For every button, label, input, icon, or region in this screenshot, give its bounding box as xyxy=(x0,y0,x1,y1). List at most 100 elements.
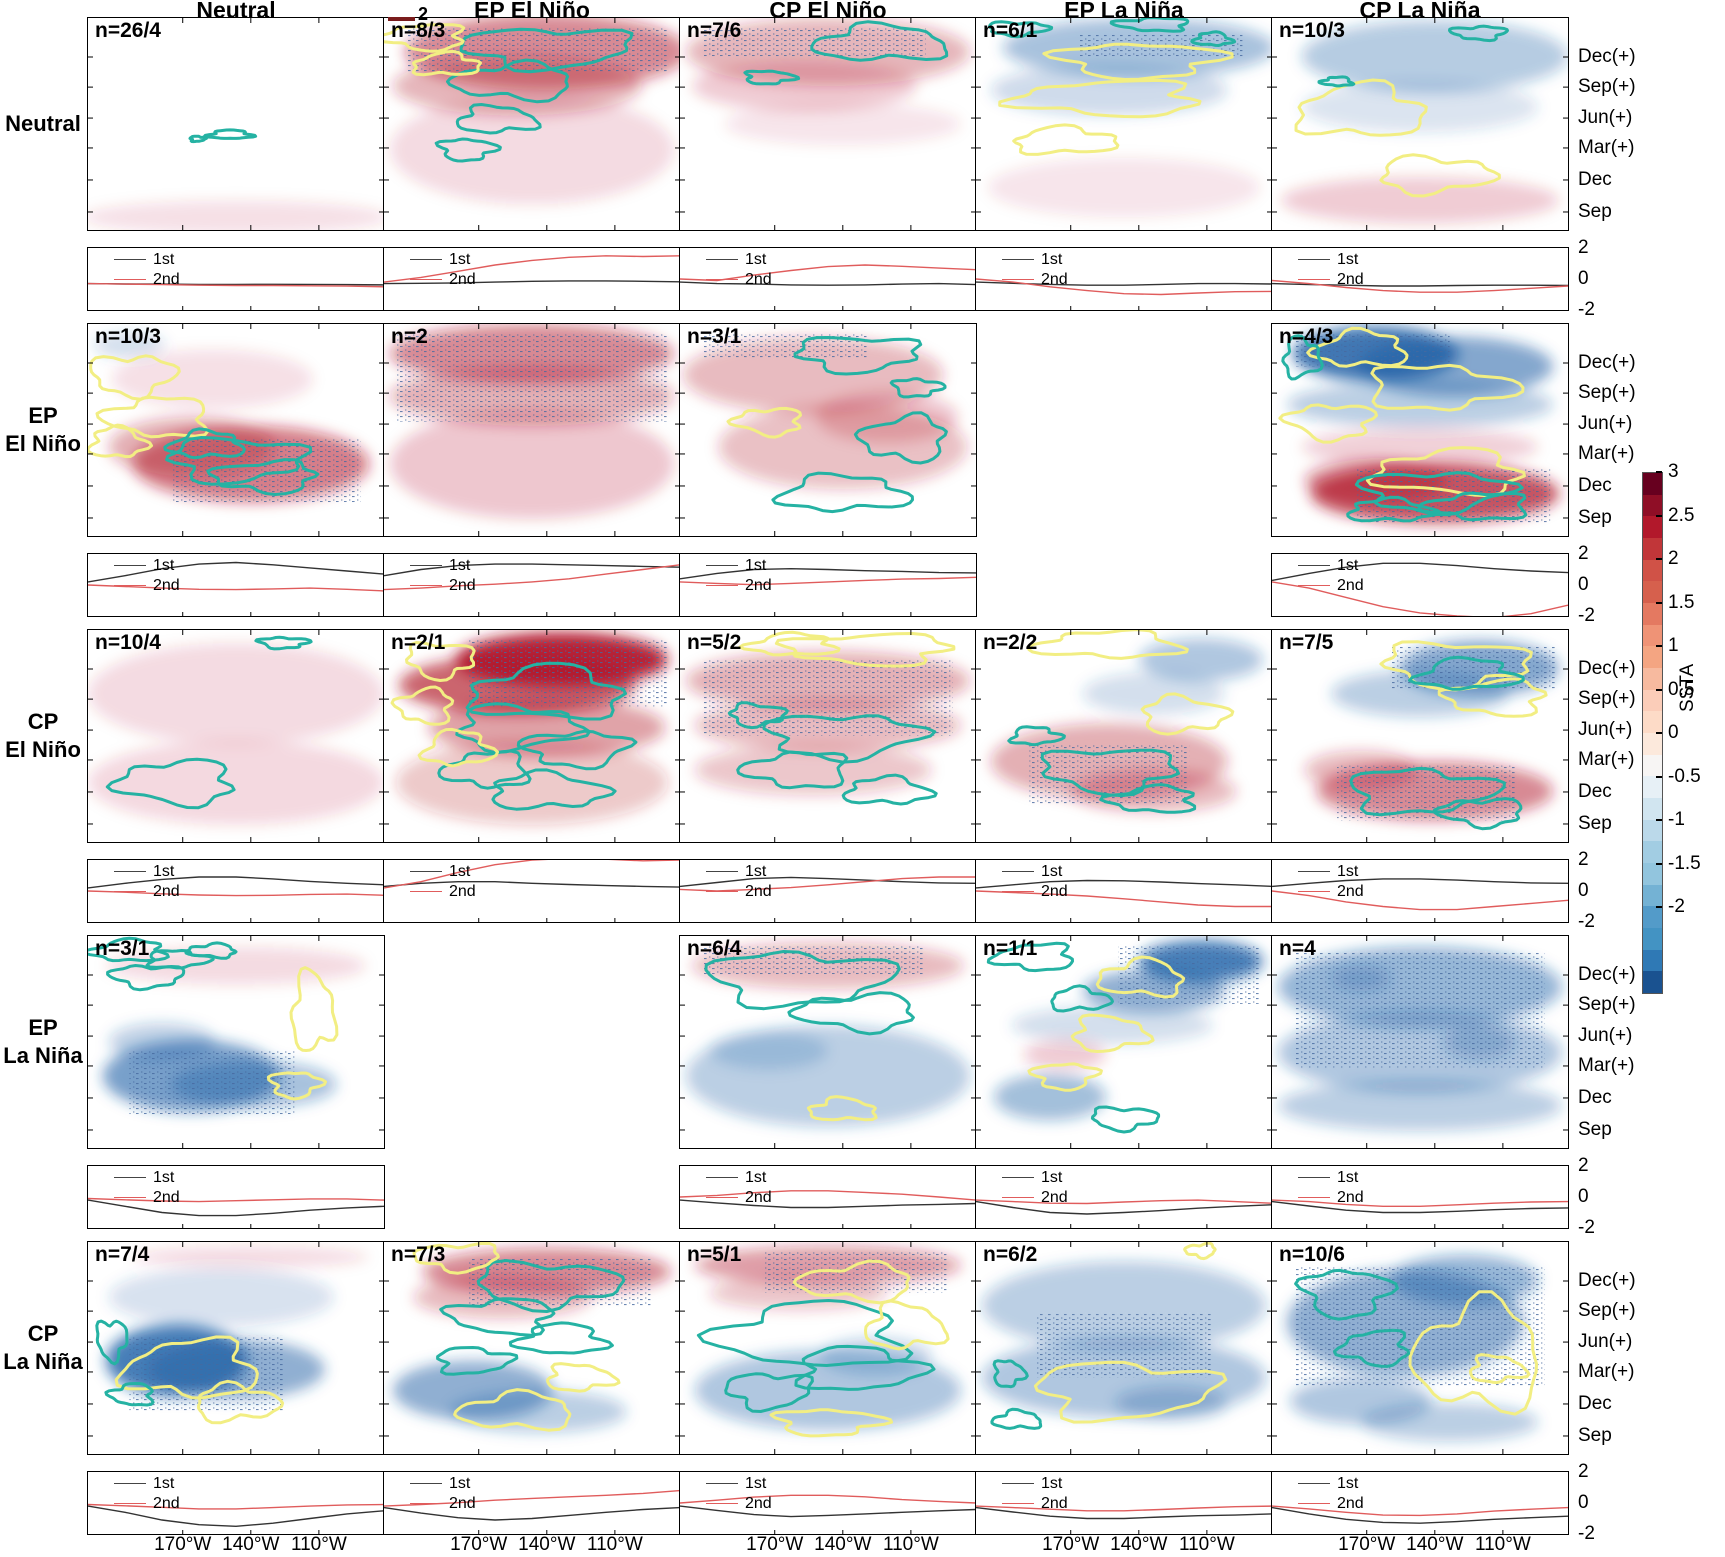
colorbar-segment xyxy=(1643,494,1662,517)
x-tick-label: 170°W xyxy=(154,1534,212,1555)
x-tick-label: 110°W xyxy=(586,1534,643,1555)
legend-item-2nd: 2nd xyxy=(706,271,772,289)
line-plot-svg xyxy=(680,567,976,616)
legend-line-2nd-swatch xyxy=(1002,891,1034,893)
colorbar-segment xyxy=(1643,971,1662,994)
legend-item-2nd: 2nd xyxy=(1298,577,1364,595)
colorbar-tick-mark xyxy=(1656,558,1662,560)
legend-item-2nd: 2nd xyxy=(114,1495,180,1513)
colorbar-segment xyxy=(1643,754,1662,777)
line-plot-svg xyxy=(680,1494,976,1534)
line-plot-svg xyxy=(1272,1505,1568,1534)
legend-item-2nd: 2nd xyxy=(410,577,476,595)
line-axis-tick: 0 xyxy=(1578,880,1589,901)
line-panel-r5c5: 1st 2nd xyxy=(1271,1471,1569,1535)
month-label: Sep xyxy=(1578,812,1612,834)
month-label: Sep(+) xyxy=(1578,382,1636,404)
legend-item-1st: 1st xyxy=(114,251,174,269)
heatmap-panel-r3c4: n=2/2 xyxy=(975,629,1273,843)
heatmap-panel-r3c1: n=10/4 xyxy=(87,629,385,843)
line-axis-tick: 2 xyxy=(1578,849,1589,870)
colorbar-tick-label: 1 xyxy=(1668,635,1679,656)
n-label: n=6/2 xyxy=(983,1243,1038,1266)
legend-item-2nd: 2nd xyxy=(410,1495,476,1513)
legend-line-2nd-swatch xyxy=(706,1503,738,1505)
month-label: Jun(+) xyxy=(1578,1331,1633,1353)
legend-item-1st: 1st xyxy=(114,557,174,575)
month-label: Sep xyxy=(1578,506,1612,528)
legend-line-1st-swatch xyxy=(706,1177,738,1179)
line-plot-svg xyxy=(88,876,384,922)
n-label: n=4/3 xyxy=(1279,325,1334,348)
legend-line-1st-swatch xyxy=(706,1483,738,1485)
heatmap-panel-r4c3: n=6/4 xyxy=(679,935,977,1149)
line-panel-r2c2: 1st 2nd xyxy=(383,553,681,617)
legend-line-2nd-swatch xyxy=(114,585,146,587)
colorbar-segment xyxy=(1643,841,1662,864)
x-tick-label: 170°W xyxy=(1338,1534,1396,1555)
heatmap-panel-r5c1: n=7/4 xyxy=(87,1241,385,1455)
legend-line-1st-swatch xyxy=(1002,259,1034,261)
month-label: Dec(+) xyxy=(1578,46,1636,67)
line-axis-tick: 0 xyxy=(1578,574,1589,595)
n-label: n=10/4 xyxy=(95,631,161,654)
legend-item-1st: 1st xyxy=(706,557,766,575)
legend-item-2nd: 2nd xyxy=(706,1189,772,1207)
line-axis-tick: 2 xyxy=(1578,237,1589,258)
line-panel-r2c5: 1st 2nd xyxy=(1271,553,1569,617)
line-plot-svg xyxy=(384,255,680,310)
month-label: Mar(+) xyxy=(1578,136,1635,158)
n-label: n=10/3 xyxy=(1279,19,1345,42)
month-label: Sep(+) xyxy=(1578,688,1636,710)
heatmap-panel-r2c1: n=10/3 xyxy=(87,323,385,537)
line-plot-svg xyxy=(976,879,1272,922)
line-plot-svg xyxy=(976,1505,1272,1534)
line-panel-r1c1: 1st 2nd xyxy=(87,247,385,311)
heatmap-svg xyxy=(976,936,1272,1148)
line-plot-svg xyxy=(1272,279,1568,310)
line-panel-r2c3: 1st 2nd xyxy=(679,553,977,617)
heatmap-svg xyxy=(1272,18,1568,230)
line-axis-tick: 2 xyxy=(1578,543,1589,564)
colorbar-tick-mark xyxy=(1656,819,1662,821)
legend-line-2nd-swatch xyxy=(410,1503,442,1505)
colorbar-segment xyxy=(1643,733,1662,756)
legend-item-2nd: 2nd xyxy=(706,1495,772,1513)
heatmap-panel-r1c3: n=7/6 xyxy=(679,17,977,231)
line-axis-tick: 2 xyxy=(1578,1155,1589,1176)
month-label: Sep(+) xyxy=(1578,994,1636,1016)
colorbar-tick-mark xyxy=(1656,471,1662,473)
x-tick-label: 140°W xyxy=(518,1534,576,1555)
heatmap-svg xyxy=(680,324,976,536)
legend-line-1st-swatch xyxy=(706,871,738,873)
column-header-1: Neutral xyxy=(196,0,276,23)
colorbar-tick-label: 2.5 xyxy=(1668,504,1695,526)
legend-item-1st: 1st xyxy=(706,863,766,881)
legend-item-2nd: 2nd xyxy=(114,1189,180,1207)
legend-line-2nd-swatch xyxy=(1298,891,1330,893)
legend-item-2nd: 2nd xyxy=(1002,1495,1068,1513)
legend-item-1st: 1st xyxy=(706,1169,766,1187)
line-plot-svg xyxy=(384,860,680,922)
legend-line-2nd-swatch xyxy=(1298,1503,1330,1505)
colorbar-segment xyxy=(1643,689,1662,712)
n-label: n=2/2 xyxy=(983,631,1038,654)
colorbar-segment xyxy=(1643,603,1662,626)
colorbar-remnant-text: 2 xyxy=(418,4,429,24)
column-header-3: CP El Niño xyxy=(769,0,887,23)
legend-item-1st: 1st xyxy=(114,1475,174,1493)
colorbar-tick-label: 1.5 xyxy=(1668,591,1695,613)
month-label: Dec(+) xyxy=(1578,964,1636,985)
heatmap-svg xyxy=(88,1242,384,1454)
legend-item-2nd: 2nd xyxy=(1002,883,1068,901)
month-label: Mar(+) xyxy=(1578,748,1635,770)
n-label: n=2 xyxy=(391,325,428,348)
legend-line-2nd-swatch xyxy=(410,891,442,893)
month-label: Sep xyxy=(1578,1424,1612,1446)
colorbar-segment xyxy=(1643,884,1662,907)
heatmap-svg xyxy=(976,18,1272,230)
legend-line-1st-swatch xyxy=(1002,871,1034,873)
month-label: Jun(+) xyxy=(1578,1025,1633,1047)
heatmap-panel-r3c2: n=2/1 xyxy=(383,629,681,843)
month-label: Jun(+) xyxy=(1578,719,1633,741)
